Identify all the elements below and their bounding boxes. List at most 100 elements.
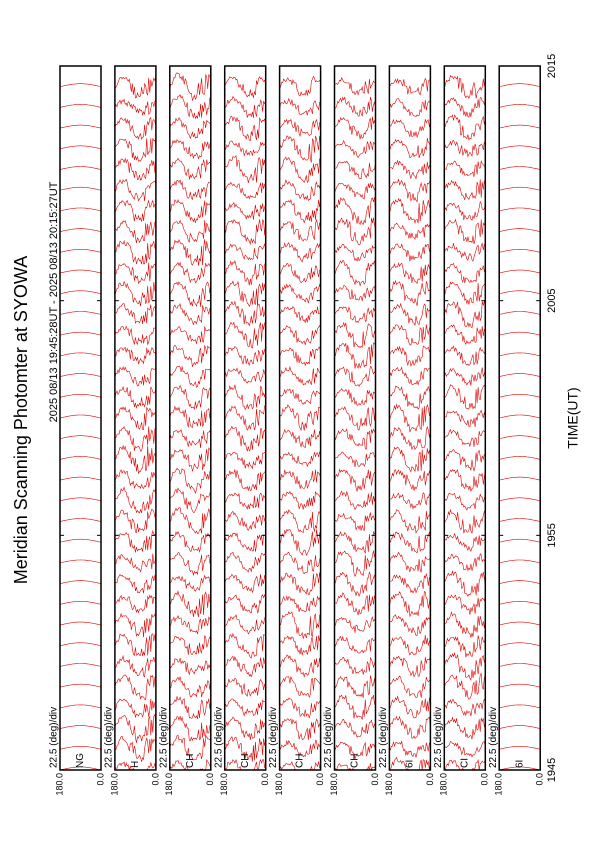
trace (389, 324, 431, 346)
trace (389, 345, 431, 367)
trace (499, 476, 541, 481)
trace (224, 140, 266, 157)
trace (499, 394, 541, 398)
trace (114, 199, 156, 222)
trace (334, 182, 376, 200)
trace (334, 451, 376, 468)
trace (114, 303, 157, 325)
trace (499, 559, 541, 564)
trace (389, 492, 431, 510)
trace (224, 593, 266, 614)
trace (114, 735, 157, 762)
panel-frame (59, 65, 102, 771)
y-tick-label: 0.0 (95, 773, 105, 786)
trace (389, 715, 431, 739)
trace (59, 663, 102, 667)
trace (169, 635, 212, 655)
trace (224, 404, 266, 431)
trace (169, 531, 211, 554)
trace (224, 551, 266, 573)
trace (334, 428, 376, 450)
trace (279, 469, 321, 490)
trace (224, 300, 266, 327)
y-tick-label: 0.0 (260, 773, 270, 786)
trace (224, 321, 266, 349)
trace (334, 592, 376, 616)
channel-label: CH (295, 754, 306, 768)
trace (59, 683, 102, 688)
trace (114, 573, 157, 594)
panel-frame (223, 65, 267, 771)
trace (389, 138, 431, 159)
trace (499, 621, 541, 626)
trace (389, 243, 431, 262)
trace (114, 444, 157, 474)
trace (279, 697, 321, 719)
trace (59, 145, 102, 150)
trace (169, 675, 212, 698)
trace (279, 199, 321, 224)
trace (59, 249, 102, 253)
trace (59, 518, 102, 522)
panel-frame (388, 65, 432, 771)
chart-title: Meridian Scanning Photomter at SYOWA (11, 256, 31, 584)
trace (169, 734, 212, 761)
trace (499, 435, 541, 439)
trace (169, 590, 212, 618)
y-tick-label: 180.0 (494, 773, 504, 796)
trace (444, 139, 486, 158)
trace (499, 249, 541, 253)
trace (334, 406, 376, 431)
scale-label: 22.5 (deg)/div (213, 707, 224, 768)
trace (279, 324, 321, 346)
trace (334, 694, 376, 720)
trace (499, 518, 541, 522)
trace (389, 262, 431, 285)
trace (59, 580, 102, 584)
trace (114, 654, 157, 678)
trace (59, 746, 102, 750)
trace (169, 696, 212, 720)
trace (499, 207, 541, 212)
trace (334, 388, 376, 407)
trace (279, 263, 321, 284)
trace (499, 580, 541, 584)
y-tick-label: 0.0 (150, 773, 160, 786)
channel-label: CH (240, 754, 251, 768)
trace (389, 118, 431, 139)
trace (114, 674, 157, 701)
trace (169, 615, 212, 635)
trace (499, 331, 541, 336)
trace (334, 139, 376, 159)
trace (114, 553, 157, 573)
trace (169, 487, 211, 513)
traces (389, 77, 431, 771)
trace (334, 285, 376, 302)
panel-frame (333, 65, 377, 771)
trace (499, 766, 541, 771)
trace (444, 218, 486, 245)
trace (499, 228, 541, 232)
trace (499, 290, 541, 295)
trace (499, 311, 541, 315)
trace (59, 186, 102, 191)
traces (169, 72, 212, 771)
trace (334, 740, 376, 760)
trace (334, 306, 376, 324)
trace (224, 532, 266, 552)
trace (114, 406, 157, 430)
trace (59, 83, 102, 87)
trace (334, 675, 376, 698)
trace (279, 97, 321, 116)
channel-label: CH (350, 754, 361, 768)
trace (389, 366, 431, 386)
scale-label: 22.5 (deg)/div (378, 707, 389, 768)
trace (169, 94, 212, 120)
trace (334, 635, 376, 654)
y-tick-label: 180.0 (384, 773, 394, 796)
trace (169, 261, 212, 284)
trace (499, 373, 541, 377)
traces (499, 83, 541, 771)
trace (499, 683, 541, 688)
